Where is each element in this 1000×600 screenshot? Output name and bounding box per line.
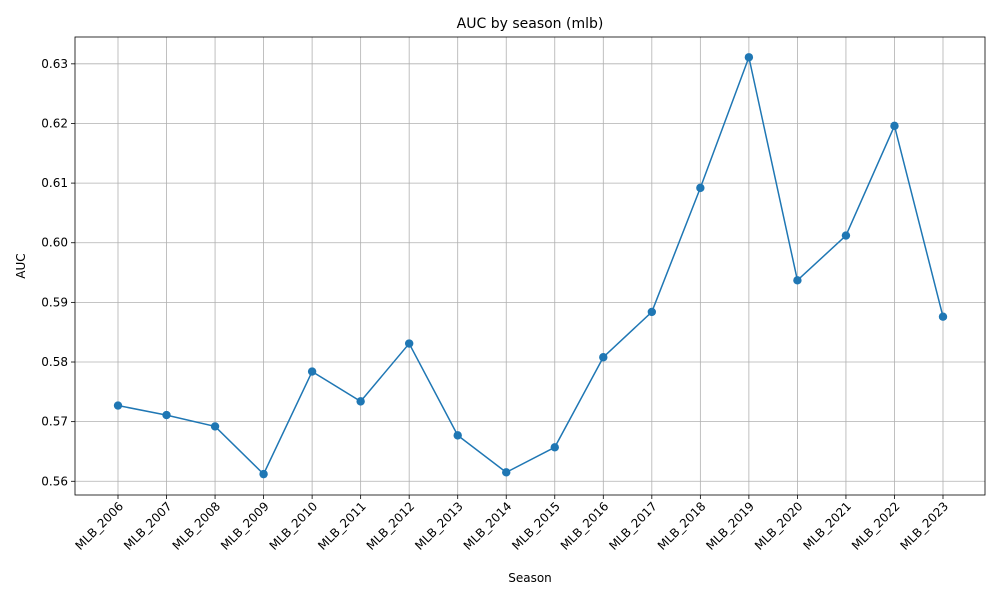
data-point — [356, 397, 365, 406]
data-point — [113, 401, 123, 410]
x-tick-label: MLB_2022 — [849, 499, 903, 553]
chart-title: AUC by season (mlb) — [457, 16, 604, 32]
y-tick-label: 0.58 — [41, 355, 68, 369]
data-point — [550, 443, 559, 452]
data-point — [793, 276, 802, 285]
x-tick-label: MLB_2013 — [412, 499, 466, 553]
x-tick-label: MLB_2017 — [606, 499, 660, 553]
series-line — [117, 54, 944, 476]
x-tick-label: MLB_2011 — [315, 499, 369, 553]
grid — [75, 37, 985, 495]
data-point — [890, 121, 899, 131]
y-tick-label: 0.63 — [41, 57, 68, 71]
y-tick-label: 0.59 — [41, 295, 68, 309]
x-axis-title: Season — [508, 571, 552, 585]
data-point — [696, 183, 705, 193]
series-group — [113, 53, 948, 479]
x-tick-label: MLB_2020 — [752, 499, 806, 553]
data-point — [307, 367, 317, 376]
y-axis-title: AUC — [14, 253, 28, 278]
data-point — [210, 422, 220, 431]
x-tick-label: MLB_2016 — [558, 499, 612, 553]
x-tick-label: MLB_2019 — [703, 499, 757, 553]
x-tick-label: MLB_2009 — [218, 499, 272, 553]
data-point — [647, 307, 657, 317]
x-tick-label: MLB_2010 — [267, 499, 321, 553]
data-point — [259, 469, 268, 479]
x-tick-label: MLB_2023 — [898, 499, 952, 553]
x-tick-label: MLB_2014 — [461, 499, 515, 553]
y-tick-label: 0.56 — [41, 474, 68, 488]
data-point — [938, 312, 948, 321]
x-tick-label: MLB_2006 — [73, 499, 127, 553]
plot-frame — [74, 36, 986, 496]
y-tick-label: 0.61 — [41, 176, 68, 190]
axis-ticks: MLB_2006MLB_2007MLB_2008MLB_2009MLB_2010… — [41, 57, 951, 553]
data-point — [841, 231, 851, 240]
data-point — [502, 468, 511, 477]
y-tick-label: 0.57 — [41, 415, 68, 429]
x-tick-label: MLB_2015 — [509, 499, 563, 553]
data-point — [599, 353, 608, 362]
data-point — [744, 53, 754, 62]
x-tick-label: MLB_2012 — [364, 499, 418, 553]
y-tick-label: 0.62 — [41, 116, 68, 130]
x-tick-label: MLB_2007 — [121, 499, 175, 553]
y-tick-label: 0.60 — [41, 236, 68, 250]
x-tick-label: MLB_2018 — [655, 499, 709, 553]
data-point — [162, 410, 171, 420]
data-point — [453, 431, 462, 440]
data-point — [404, 339, 414, 348]
x-tick-label: MLB_2021 — [800, 499, 854, 553]
x-tick-label: MLB_2008 — [170, 499, 224, 553]
